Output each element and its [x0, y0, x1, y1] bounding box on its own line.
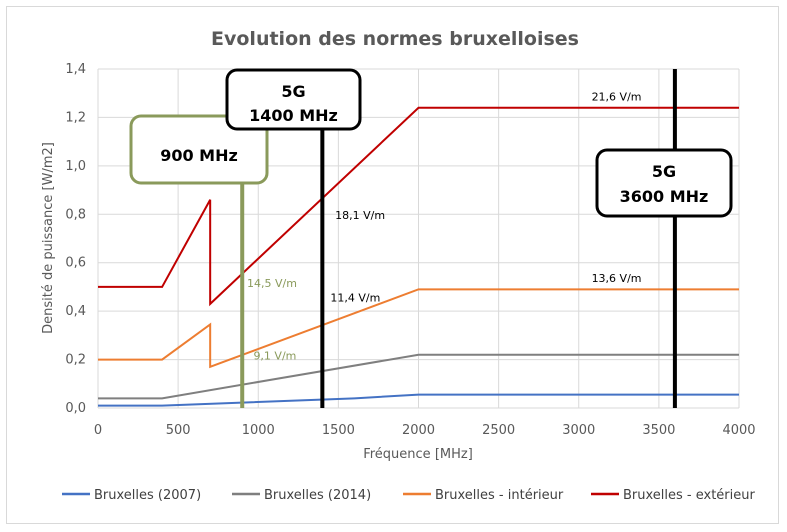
y-tick-label: 0,2 — [65, 353, 86, 368]
x-tick-label: 0 — [94, 423, 102, 438]
marker-label-900: 900 MHz — [160, 146, 238, 165]
series-line-3 — [98, 288, 739, 369]
x-tick-label: 1500 — [322, 423, 355, 438]
y-tick-label: 0,6 — [65, 256, 86, 271]
x-tick-label: 500 — [166, 423, 191, 438]
series-line-4 — [98, 106, 739, 307]
x-tick-labels: 0 500 1000 1500 2000 2500 3000 3500 4000 — [94, 423, 756, 438]
value-annotation: 21,6 V/m — [592, 90, 642, 103]
y-tick-label: 0,0 — [65, 401, 86, 416]
series-layer — [98, 106, 739, 407]
marker-label-3600: 5G — [652, 162, 676, 181]
value-annotation: 13,6 V/m — [592, 272, 642, 285]
legend-label-2: Bruxelles (2014) — [264, 488, 371, 503]
y-tick-label: 0,8 — [65, 207, 86, 222]
marker-label-1400: 5G — [281, 82, 305, 101]
legend: Bruxelles (2007) Bruxelles (2014) Bruxelle… — [62, 488, 755, 503]
value-annotation: 9,1 V/m — [253, 350, 296, 363]
y-tick-label: 1,4 — [65, 62, 86, 77]
x-tick-label: 1000 — [242, 423, 275, 438]
x-tick-label: 4000 — [722, 423, 755, 438]
legend-label-4: Bruxelles - extérieur — [623, 488, 755, 503]
marker-box-900 — [129, 114, 269, 185]
y-axis-title: Densité de puissance [W/m2] — [41, 142, 56, 334]
chart-frame — [6, 6, 779, 524]
x-tick-label: 3000 — [562, 423, 595, 438]
marker-box-1400 — [225, 68, 362, 131]
marker-boxes: 900 MHz 5G 1400 MHz 5G 3600 MHz — [129, 68, 733, 218]
value-annotation: 11,4 V/m — [330, 291, 380, 304]
y-tick-label: 1,0 — [65, 159, 86, 174]
value-annotation: 18,1 V/m — [335, 209, 385, 222]
annotations: 21,6 V/m 18,1 V/m 14,5 V/m 11,4 V/m 13,6 V/m… — [247, 90, 641, 362]
x-tick-label: 2000 — [402, 423, 435, 438]
series-line-1 — [98, 393, 739, 407]
marker-lines — [240, 69, 677, 408]
y-tick-label: 0,4 — [65, 304, 86, 319]
x-tick-label: 3500 — [642, 423, 675, 438]
marker-label-3600: 3600 MHz — [620, 187, 709, 206]
series-line-2 — [98, 353, 739, 400]
x-tick-label: 2500 — [482, 423, 515, 438]
legend-label-1: Bruxelles (2007) — [94, 488, 201, 503]
marker-label-1400: 1400 MHz — [249, 106, 338, 125]
y-tick-labels: 0,0 0,2 0,4 0,6 0,8 1,0 1,2 1,4 — [65, 62, 86, 416]
chart-title: Evolution des normes bruxelloises — [211, 28, 579, 50]
legend-label-3: Bruxelles - intérieur — [435, 488, 564, 503]
x-axis-title: Fréquence [MHz] — [363, 447, 473, 462]
marker-box-3600 — [595, 148, 733, 218]
y-tick-label: 1,2 — [65, 110, 86, 125]
value-annotation: 14,5 V/m — [247, 277, 297, 290]
